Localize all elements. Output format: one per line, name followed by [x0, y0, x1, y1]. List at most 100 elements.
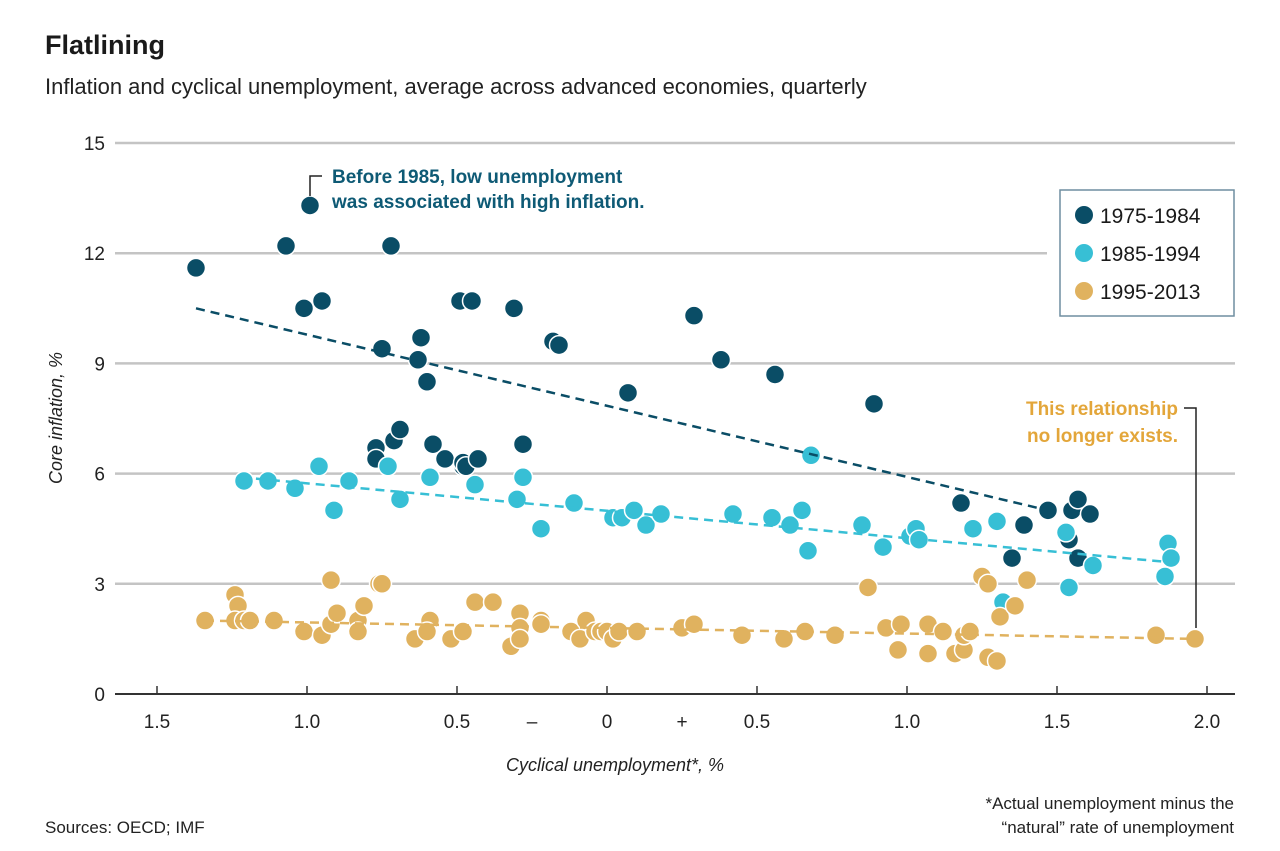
data-point-1975-1984	[434, 448, 456, 470]
data-point-1985-1994	[791, 500, 813, 521]
data-point-1995-2013	[986, 650, 1008, 672]
data-point-1995-2013	[464, 591, 486, 613]
data-point-1995-2013	[1004, 595, 1026, 617]
data-point-1995-2013	[1145, 624, 1167, 646]
data-point-1985-1994	[650, 503, 672, 525]
annotations: Before 1985, low unemployment was associa…	[309, 167, 1197, 628]
data-point-1995-2013	[932, 621, 954, 642]
data-point-1975-1984	[371, 338, 393, 359]
data-point-1975-1984	[416, 371, 438, 393]
data-point-1975-1984	[683, 305, 705, 326]
legend-marker	[1075, 244, 1093, 262]
data-point-1985-1994	[623, 500, 645, 521]
annotation-leader	[1184, 407, 1197, 628]
data-point-1995-2013	[773, 628, 795, 650]
data-point-1975-1984	[617, 382, 639, 404]
x-tick-label: 0.5	[444, 712, 470, 733]
data-point-1985-1994	[308, 456, 330, 477]
data-point-1995-2013	[371, 573, 393, 595]
data-point-1995-2013	[263, 610, 285, 631]
y-axis-label: Core inflation, %	[46, 352, 66, 484]
data-point-1985-1994	[284, 478, 306, 499]
data-point-1975-1984	[950, 492, 972, 514]
annotation-leader	[309, 175, 322, 196]
y-tick-label: 9	[94, 354, 105, 375]
data-point-1995-2013	[509, 628, 531, 650]
annotation-text: no longer exists.	[1027, 426, 1178, 447]
x-tick-label: +	[676, 712, 687, 733]
annotation-text: Before 1985, low unemployment	[332, 167, 623, 188]
chart-subtitle: Inflation and cyclical unemployment, ave…	[45, 74, 867, 99]
trend-line-1975-1984	[195, 307, 1049, 512]
data-point-1995-2013	[452, 621, 474, 642]
data-point-1975-1984	[299, 195, 321, 216]
y-tick-label: 3	[94, 575, 105, 596]
x-tick-label: –	[527, 712, 538, 733]
data-point-1985-1994	[1058, 577, 1080, 598]
data-point-1995-2013	[347, 621, 369, 642]
data-point-1975-1984	[503, 298, 525, 319]
x-tick-label: 0	[602, 712, 613, 733]
data-point-1995-2013	[989, 606, 1011, 628]
data-point-1995-2013	[293, 621, 315, 642]
y-tick-label: 15	[84, 134, 105, 155]
data-point-1985-1994	[1055, 522, 1077, 543]
x-tick-label: 1.5	[1044, 712, 1070, 733]
data-point-1985-1994	[323, 500, 345, 521]
data-point-1995-2013	[482, 591, 504, 613]
data-point-1975-1984	[380, 235, 402, 257]
data-point-1985-1994	[512, 467, 534, 488]
data-point-1995-2013	[320, 569, 342, 591]
axes: 0 3 6 9 12 15 1.5 1.0 0.5 – 0 +0.5 1.0 1.5 2.0	[84, 134, 1235, 733]
trend-line-1985-1994	[240, 476, 1166, 564]
gridlines	[115, 141, 1235, 586]
x-tick-label: 1.0	[894, 712, 920, 733]
footnote-line: “natural” rate of unemployment	[1001, 818, 1234, 837]
data-point-1995-2013	[731, 624, 753, 646]
data-point-1995-2013	[887, 639, 909, 661]
data-point-1995-2013	[1016, 569, 1038, 591]
data-point-1975-1984	[710, 349, 732, 371]
data-point-1975-1984	[185, 257, 207, 279]
data-point-1975-1984	[1013, 514, 1035, 536]
data-point-1995-2013	[416, 621, 438, 642]
data-point-1985-1994	[1160, 547, 1182, 569]
annotation-text: This relationship	[1026, 399, 1178, 420]
data-point-1985-1994	[563, 492, 585, 514]
data-point-1985-1994	[338, 470, 360, 492]
trend-lines	[195, 307, 1196, 641]
source-note: Sources: OECD; IMF	[45, 818, 205, 837]
data-point-1975-1984	[293, 298, 315, 319]
legend-marker	[1075, 206, 1093, 224]
data-point-1975-1984	[422, 433, 444, 455]
data-point-1985-1994	[1154, 566, 1176, 587]
data-point-1985-1994	[851, 514, 873, 536]
data-point-1995-2013	[857, 577, 879, 598]
data-point-1985-1994	[389, 489, 411, 510]
data-point-1985-1994	[419, 467, 441, 488]
data-point-1995-2013	[917, 643, 939, 664]
x-tick-label: 1.5	[144, 712, 170, 733]
data-point-1975-1984	[461, 290, 483, 312]
legend-label: 1975-1984	[1100, 205, 1201, 228]
data-point-1975-1984	[1079, 503, 1101, 525]
x-tick-label: 2.0	[1194, 712, 1220, 733]
data-point-1985-1994	[986, 511, 1008, 532]
data-point-1995-2013	[890, 613, 912, 635]
data-point-1975-1984	[764, 364, 786, 385]
data-point-1985-1994	[962, 518, 984, 539]
chart-title: Flatlining	[45, 30, 165, 60]
data-point-1985-1994	[530, 518, 552, 539]
data-point-1975-1984	[275, 235, 297, 257]
data-point-1975-1984	[1001, 547, 1023, 569]
data-point-1995-2013	[530, 613, 552, 635]
footnote: *Actual unemployment minus the “natural”…	[985, 792, 1234, 840]
data-point-1985-1994	[872, 536, 894, 558]
x-tick-label: 0.5	[744, 712, 770, 733]
data-point-1995-2013	[626, 621, 648, 642]
data-point-1995-2013	[608, 621, 630, 642]
data-point-1995-2013	[326, 602, 348, 624]
data-point-1985-1994	[797, 540, 819, 562]
data-point-1975-1984	[410, 327, 432, 348]
